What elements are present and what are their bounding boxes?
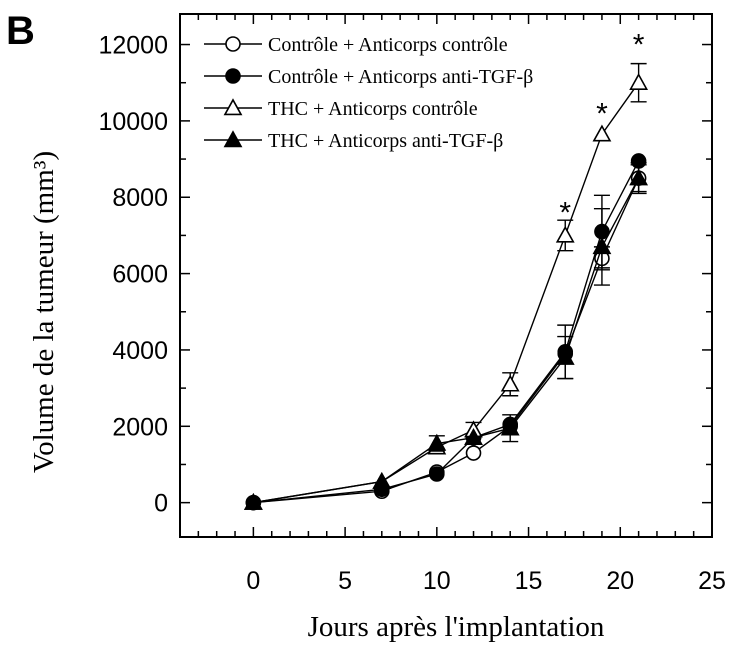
y-axis-title: Volume de la tumeur (mm³) xyxy=(28,151,60,473)
data-point xyxy=(500,374,520,392)
x-tick-label: 5 xyxy=(338,567,352,595)
legend-label: Contrôle + Anticorps anti-TGF-β xyxy=(268,66,533,88)
data-point xyxy=(592,124,612,142)
legend-marker xyxy=(225,36,241,52)
legend: Contrôle + Anticorps contrôle Contrôle + … xyxy=(204,34,533,152)
data-point xyxy=(555,347,575,365)
y-tick-label: 6000 xyxy=(112,261,168,289)
y-tick-label: 0 xyxy=(154,490,168,518)
plot-marks: * * * xyxy=(243,29,649,511)
x-tick-label: 10 xyxy=(423,567,451,595)
legend-marker xyxy=(225,68,241,84)
significance-marker: * xyxy=(596,97,608,130)
y-tick-label: 10000 xyxy=(98,108,168,136)
x-tick-label: 0 xyxy=(246,567,260,595)
x-tick-label: 20 xyxy=(606,567,634,595)
data-point xyxy=(464,428,483,445)
y-tick-label: 8000 xyxy=(112,184,168,212)
series-2 xyxy=(245,153,647,511)
series-line xyxy=(253,177,640,504)
data-point xyxy=(592,237,612,255)
data-point xyxy=(429,466,445,482)
series-1 xyxy=(245,164,647,511)
x-tick-label: 15 xyxy=(515,567,543,595)
x-axis-title: Jours après l'implantation xyxy=(308,611,605,643)
series-4 xyxy=(243,162,649,510)
legend-item-4: THC + Anticorps anti-TGF-β xyxy=(204,130,503,152)
x-tick-label: 25 xyxy=(698,567,726,595)
legend-item-1: Contrôle + Anticorps contrôle xyxy=(204,34,508,56)
significance-marker: * xyxy=(633,29,645,62)
data-point xyxy=(555,225,575,243)
plot-frame xyxy=(179,13,713,538)
data-point xyxy=(629,73,649,90)
data-point xyxy=(372,471,392,489)
data-point xyxy=(427,433,447,451)
legend-label: Contrôle + Anticorps contrôle xyxy=(268,34,508,56)
legend-marker xyxy=(223,130,243,148)
y-tick-label: 2000 xyxy=(112,413,168,441)
legend-marker xyxy=(223,98,243,116)
y-tick-label: 12000 xyxy=(98,32,168,60)
series-line xyxy=(253,160,640,504)
legend-label: THC + Anticorps anti-TGF-β xyxy=(268,130,503,152)
data-point xyxy=(629,168,649,186)
y-tick-label: 4000 xyxy=(112,337,168,365)
legend-item-3: THC + Anticorps contrôle xyxy=(204,98,478,120)
panel-label: B xyxy=(6,9,35,53)
data-point xyxy=(465,445,482,461)
data-point xyxy=(243,492,263,510)
data-point xyxy=(500,418,520,436)
legend-item-2: Contrôle + Anticorps anti-TGF-β xyxy=(204,66,533,88)
plot-axes: 0 2000 4000 6000 8000 10000 12000 0 5 10 15 20 25 xyxy=(98,13,726,595)
significance-marker: * xyxy=(559,197,571,230)
series-line xyxy=(253,177,640,504)
legend-label: THC + Anticorps contrôle xyxy=(268,98,478,120)
